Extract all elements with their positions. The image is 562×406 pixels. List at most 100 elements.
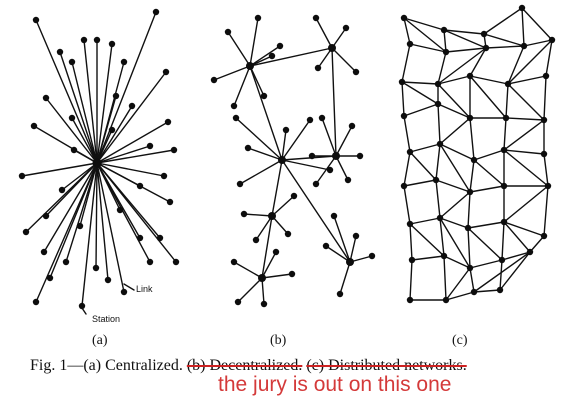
network-station bbox=[290, 192, 298, 200]
network-station bbox=[68, 114, 76, 122]
network-station bbox=[116, 206, 124, 214]
network-station bbox=[42, 212, 50, 220]
network-link bbox=[79, 162, 98, 227]
network-station bbox=[136, 234, 144, 242]
network-link bbox=[261, 273, 293, 279]
distributed-network-diagram bbox=[398, 4, 556, 304]
network-station bbox=[56, 48, 64, 56]
network-station bbox=[120, 58, 128, 66]
network-link bbox=[249, 47, 333, 67]
network-link bbox=[281, 159, 331, 171]
network-station bbox=[314, 64, 322, 72]
network-station bbox=[68, 58, 76, 66]
network-station bbox=[352, 232, 360, 240]
network-station bbox=[232, 114, 240, 122]
network-link bbox=[43, 162, 98, 253]
network-link bbox=[45, 162, 98, 217]
network-link bbox=[96, 71, 167, 164]
station-pointer bbox=[81, 307, 87, 315]
network-station bbox=[268, 212, 276, 220]
network-station bbox=[326, 166, 334, 174]
network-station bbox=[348, 122, 356, 130]
network-link bbox=[331, 47, 357, 73]
network-link bbox=[443, 29, 487, 49]
network-link bbox=[96, 121, 169, 164]
network-station bbox=[312, 14, 320, 22]
network-link bbox=[469, 185, 505, 193]
network-link bbox=[545, 39, 553, 77]
network-link bbox=[543, 153, 549, 187]
network-link bbox=[249, 17, 259, 67]
network-link bbox=[401, 81, 405, 117]
network-link bbox=[281, 119, 311, 161]
network-station bbox=[80, 36, 88, 44]
network-station bbox=[46, 274, 54, 282]
network-link bbox=[503, 149, 545, 155]
network-station bbox=[252, 236, 260, 244]
network-link bbox=[96, 149, 175, 164]
caption-struck-decentralized: (b) Decentralized. bbox=[186, 357, 303, 374]
network-station bbox=[406, 296, 414, 304]
network-link bbox=[467, 221, 505, 229]
network-link bbox=[543, 185, 549, 237]
network-link bbox=[437, 47, 487, 85]
network-station bbox=[400, 112, 408, 120]
network-station bbox=[322, 242, 330, 250]
network-station bbox=[434, 100, 442, 108]
network-link bbox=[331, 47, 337, 157]
network-link bbox=[249, 45, 281, 67]
network-link bbox=[403, 17, 447, 53]
network-station bbox=[470, 288, 478, 296]
network-link bbox=[437, 51, 447, 85]
network-station bbox=[542, 72, 550, 80]
network-station bbox=[146, 258, 154, 266]
network-link bbox=[499, 251, 531, 291]
network-station bbox=[78, 302, 86, 310]
network-station bbox=[400, 182, 408, 190]
network-station bbox=[230, 258, 238, 266]
network-station bbox=[440, 26, 448, 34]
network-station bbox=[498, 256, 506, 264]
network-station bbox=[258, 274, 266, 282]
network-link bbox=[331, 27, 347, 49]
network-station bbox=[496, 286, 504, 294]
network-station bbox=[406, 220, 414, 228]
network-link bbox=[435, 179, 471, 193]
network-station bbox=[336, 290, 344, 298]
network-station bbox=[240, 210, 248, 218]
network-link bbox=[439, 143, 471, 193]
network-station bbox=[236, 180, 244, 188]
network-station bbox=[70, 146, 78, 154]
network-station bbox=[272, 248, 280, 256]
link-pointer bbox=[123, 283, 135, 291]
network-link bbox=[227, 31, 251, 67]
network-link bbox=[503, 119, 545, 151]
network-link bbox=[403, 17, 411, 45]
network-station bbox=[520, 42, 528, 50]
network-link bbox=[409, 217, 441, 225]
network-link bbox=[96, 162, 165, 177]
network-link bbox=[403, 115, 411, 153]
network-station bbox=[288, 270, 296, 278]
network-link bbox=[439, 143, 475, 161]
network-station bbox=[466, 188, 474, 196]
network-link bbox=[243, 213, 273, 217]
network-station bbox=[504, 80, 512, 88]
network-station bbox=[30, 122, 38, 130]
network-station bbox=[160, 172, 168, 180]
network-station bbox=[112, 92, 120, 100]
network-station bbox=[312, 180, 320, 188]
network-station bbox=[284, 230, 292, 238]
network-station bbox=[230, 102, 238, 110]
network-station bbox=[406, 40, 414, 48]
network-link bbox=[439, 117, 471, 145]
network-link bbox=[403, 151, 411, 187]
network-link bbox=[469, 75, 507, 119]
network-link bbox=[503, 221, 531, 253]
network-link bbox=[469, 75, 509, 85]
network-link bbox=[469, 159, 475, 193]
network-link bbox=[335, 155, 349, 181]
network-link bbox=[521, 7, 525, 47]
network-link bbox=[507, 83, 545, 121]
network-link bbox=[507, 45, 525, 85]
